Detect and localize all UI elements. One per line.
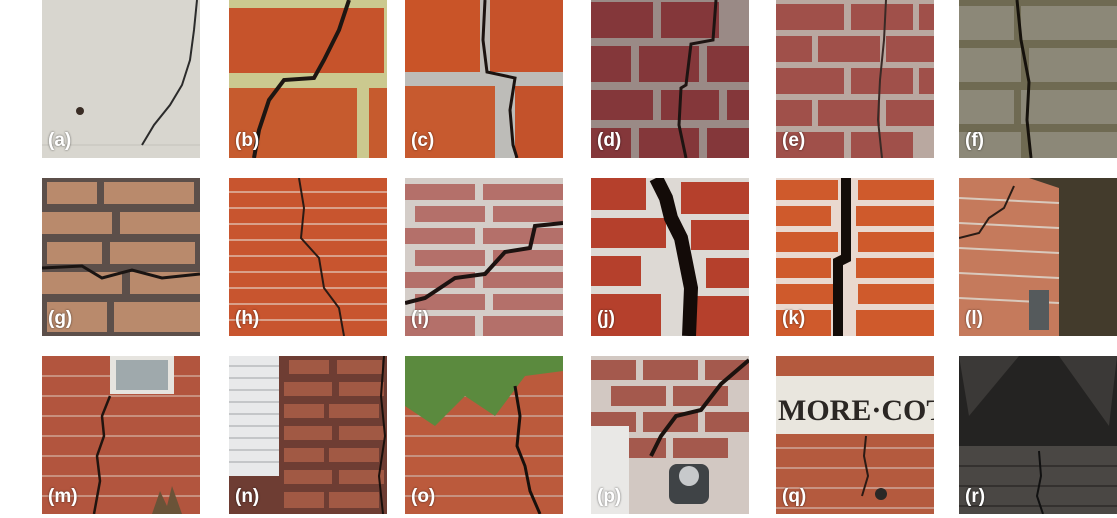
crack-panel-n: (n) xyxy=(229,356,387,514)
brick-wall-window-photo xyxy=(42,356,200,514)
panel-label: (a) xyxy=(48,130,72,151)
panel-label: (m) xyxy=(48,486,78,507)
panel-label: (b) xyxy=(235,130,260,151)
panel-label: (l) xyxy=(965,308,983,329)
brick-wall-meter-photo xyxy=(591,356,749,514)
crack-panel-i: (i) xyxy=(405,178,563,336)
crack-panel-o: (o) xyxy=(405,356,563,514)
panel-label: (n) xyxy=(235,486,260,507)
crack-panel-f: (f) xyxy=(959,0,1117,158)
stone-crack-photo xyxy=(42,178,200,336)
brick-wall-vent-photo xyxy=(229,356,387,514)
sign-text: MORE·COT xyxy=(778,394,934,427)
crack-panel-d: (d) xyxy=(591,0,749,158)
brick-wall-foliage-photo xyxy=(405,356,563,514)
crack-panel-e: (e) xyxy=(776,0,934,158)
brick-crack-photo xyxy=(229,0,387,158)
brick-crack-photo xyxy=(405,0,563,158)
crack-panel-p: (p) xyxy=(591,356,749,514)
crack-panel-j: (j) xyxy=(591,178,749,336)
crack-panel-l: (l) xyxy=(959,178,1117,336)
brick-crack-photo xyxy=(405,178,563,336)
panel-label: (r) xyxy=(965,486,986,507)
crack-panel-h: (h) xyxy=(229,178,387,336)
panel-label: (o) xyxy=(411,486,436,507)
brick-crack-photo xyxy=(591,0,749,158)
crack-panel-c: (c) xyxy=(405,0,563,158)
panel-label: (i) xyxy=(411,308,429,329)
crack-panel-b: (b) xyxy=(229,0,387,158)
crack-panel-k: (k) xyxy=(776,178,934,336)
crack-panel-q: MORE·COT (q) xyxy=(776,356,934,514)
dark-wall-crack-photo xyxy=(959,356,1117,514)
concrete-crack-photo xyxy=(42,0,200,158)
brick-crack-photo xyxy=(591,178,749,336)
panel-label: (j) xyxy=(597,308,615,329)
panel-label: (k) xyxy=(782,308,806,329)
panel-label: (f) xyxy=(965,130,984,151)
panel-label: (e) xyxy=(782,130,806,151)
brick-crack-photo xyxy=(776,0,934,158)
panel-label: (d) xyxy=(597,130,622,151)
block-crack-photo xyxy=(959,0,1117,158)
panel-label: (h) xyxy=(235,308,260,329)
crack-panel-m: (m) xyxy=(42,356,200,514)
brick-crack-photo xyxy=(776,178,934,336)
panel-label: (p) xyxy=(597,486,622,507)
brick-wall-sign-photo: MORE·COT xyxy=(776,356,934,514)
crack-panel-g: (g) xyxy=(42,178,200,336)
panel-label: (c) xyxy=(411,130,435,151)
panel-label: (q) xyxy=(782,486,807,507)
crack-panel-r: (r) xyxy=(959,356,1117,514)
brick-wall-corner-photo xyxy=(959,178,1117,336)
brick-crack-photo xyxy=(229,178,387,336)
crack-panel-a: (a) xyxy=(42,0,200,158)
panel-label: (g) xyxy=(48,308,73,329)
